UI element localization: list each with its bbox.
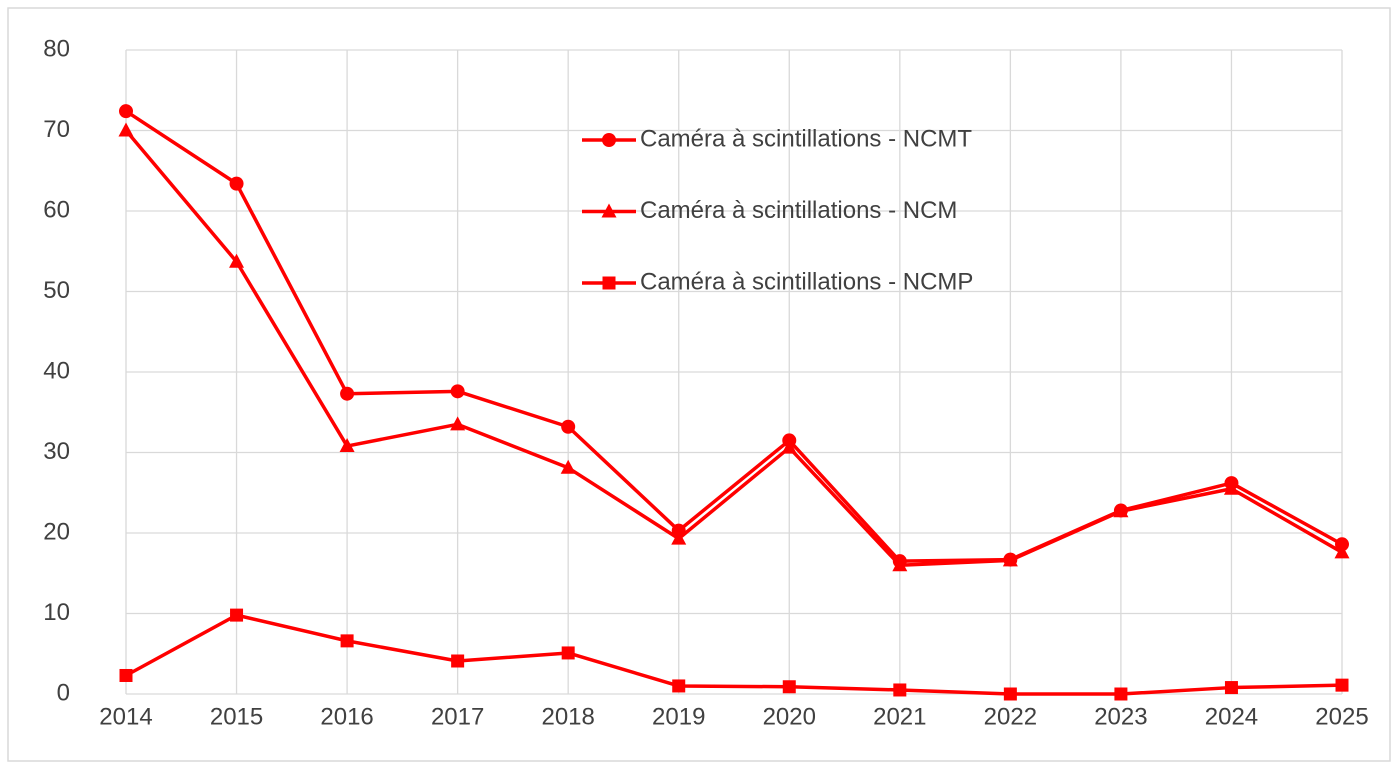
x-tick-label: 2025 — [1315, 703, 1368, 730]
series-line — [125, 613, 1343, 696]
marker — [1003, 687, 1017, 701]
marker — [340, 386, 355, 401]
marker — [892, 557, 908, 572]
x-tick-label: 2016 — [320, 703, 373, 730]
marker — [1335, 537, 1349, 552]
x-tick-label: 2024 — [1205, 703, 1258, 730]
y-tick-label: 0 — [57, 679, 70, 706]
marker — [119, 668, 133, 682]
y-tick-label: 20 — [43, 518, 70, 545]
x-tick-label: 2021 — [873, 703, 926, 730]
y-tick-label: 70 — [43, 116, 70, 143]
x-tick-label: 2017 — [431, 703, 484, 730]
marker — [119, 104, 133, 119]
marker — [229, 253, 245, 268]
marker — [229, 176, 244, 191]
x-tick-label: 2020 — [763, 703, 816, 730]
x-tick-label: 2014 — [99, 703, 152, 730]
y-tick-label: 40 — [43, 357, 70, 384]
marker — [450, 384, 465, 399]
y-tick-label: 10 — [43, 599, 70, 626]
y-tick-label: 60 — [43, 196, 70, 223]
marker — [1224, 681, 1238, 695]
marker — [1114, 687, 1128, 701]
marker — [340, 634, 354, 648]
legend-label: Caméra à scintillations - NCMT — [640, 125, 972, 152]
x-tick-label: 2022 — [984, 703, 1037, 730]
legend-label: Caméra à scintillations - NCMP — [640, 268, 973, 295]
marker — [1113, 503, 1129, 518]
marker — [1223, 480, 1239, 495]
chart-border — [7, 7, 1391, 762]
marker — [782, 680, 796, 694]
marker — [1334, 544, 1350, 559]
marker — [602, 133, 616, 147]
y-tick-label: 50 — [43, 277, 70, 304]
marker — [451, 654, 465, 668]
x-tick-label: 2023 — [1094, 703, 1147, 730]
marker — [561, 419, 576, 434]
marker — [601, 203, 617, 218]
marker — [1002, 552, 1018, 567]
marker — [672, 679, 686, 693]
x-tick-label: 2015 — [210, 703, 263, 730]
marker — [230, 608, 244, 622]
series-line — [124, 129, 1343, 567]
marker — [561, 646, 575, 660]
marker — [893, 683, 907, 697]
marker — [450, 416, 466, 431]
marker — [671, 530, 687, 545]
marker — [560, 459, 576, 474]
marker — [1335, 678, 1349, 692]
legend-label: Caméra à scintillations - NCM — [640, 197, 957, 224]
x-tick-label: 2018 — [541, 703, 594, 730]
y-tick-label: 30 — [43, 438, 70, 465]
marker — [118, 122, 134, 137]
marker — [339, 438, 355, 453]
marker — [781, 439, 797, 454]
y-tick-label: 80 — [43, 35, 70, 62]
x-tick-label: 2019 — [652, 703, 705, 730]
marker — [602, 276, 616, 290]
